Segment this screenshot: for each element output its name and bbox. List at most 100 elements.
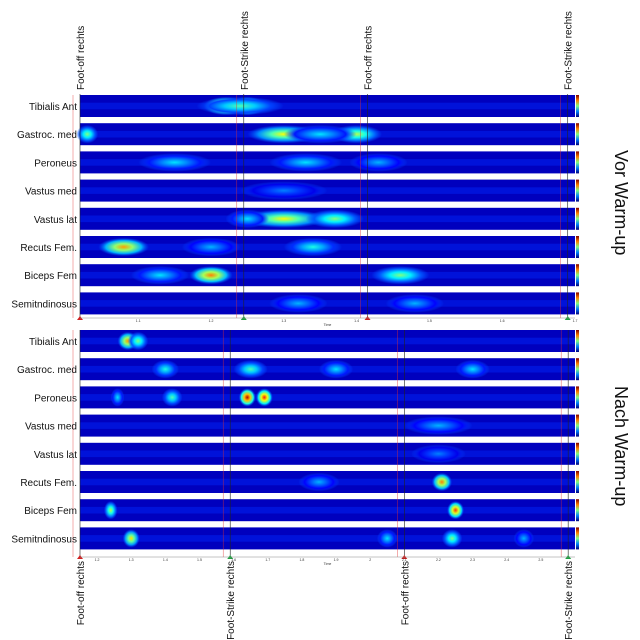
x-tick-label: 1.7: [265, 558, 270, 562]
event-label: Foot-Strike rechts: [226, 561, 237, 640]
activation-hotspot: [371, 265, 430, 285]
muscle-label: Vastus med: [25, 187, 77, 198]
group-label-bottom: Nach Warm-up: [611, 386, 631, 507]
activation-hotspot: [110, 388, 125, 407]
event-label: Foot-off rechts: [76, 561, 87, 625]
x-tick-label: 2.2: [436, 558, 441, 562]
activation-hotspot: [283, 124, 357, 144]
activation-hotspot: [240, 181, 328, 200]
muscle-label: Vastus lat: [34, 215, 77, 226]
colorbar: [576, 386, 579, 409]
activation-hotspot: [255, 388, 273, 407]
muscle-label: Biceps Fem: [24, 271, 77, 282]
activation-hotspot: [103, 500, 118, 520]
x-axis-label: Time: [324, 562, 332, 566]
muscle-label: Recuts Fem.: [20, 478, 77, 489]
x-tick-label: 1.7: [573, 319, 578, 323]
activation-hotspot: [431, 472, 453, 492]
activation-hotspot: [455, 359, 490, 379]
colorbar: [576, 414, 579, 437]
activation-hotspot: [127, 331, 149, 351]
activation-hotspot: [151, 359, 180, 379]
colorbar: [576, 207, 579, 230]
event-label: Foot-off rechts: [364, 26, 375, 90]
activation-hotspot: [161, 388, 183, 407]
event-label: Foot-Strike rechts: [564, 11, 575, 90]
x-tick-label: 2.3: [470, 558, 475, 562]
muscle-label: Biceps Fem: [24, 506, 77, 517]
activation-hotspot: [446, 500, 465, 520]
activation-hotspot: [225, 209, 270, 229]
x-tick-label: 1.5: [197, 558, 202, 562]
colorbar: [576, 499, 579, 522]
colorbar: [576, 123, 579, 146]
activation-hotspot: [349, 153, 408, 172]
event-label: Foot-off rechts: [76, 26, 87, 90]
colorbar: [576, 471, 579, 493]
activation-hotspot: [269, 294, 328, 313]
x-tick-label: 1.6: [500, 319, 505, 323]
muscle-label: Semitndinosus: [11, 534, 77, 545]
muscle-label: Peroneus: [34, 393, 77, 404]
muscle-label: Semitndinosus: [11, 299, 77, 310]
activation-hotspot: [441, 529, 463, 548]
x-tick-label: 1.8: [299, 558, 304, 562]
activation-hotspot: [181, 237, 241, 257]
muscle-label: Gastroc. med: [17, 130, 77, 141]
muscle-label: Peroneus: [34, 158, 77, 169]
activation-hotspot: [233, 359, 268, 379]
activation-hotspot: [196, 96, 284, 116]
activation-hotspot: [305, 209, 364, 229]
colorbar: [576, 358, 579, 381]
colorbar: [576, 151, 579, 174]
activation-hotspot: [130, 265, 190, 285]
x-tick-label: 1.9: [334, 558, 339, 562]
labels: Tibialis Ant Gastroc. med Peroneus Vastus m…: [11, 11, 577, 640]
x-tick-label: 1.6: [231, 558, 236, 562]
muscle-label: Vastus lat: [34, 450, 77, 461]
activation-hotspot: [122, 529, 140, 548]
muscle-label: Vastus med: [25, 422, 77, 433]
activation-hotspot: [385, 294, 444, 313]
colorbar: [576, 179, 579, 202]
activation-hotspot: [283, 237, 343, 257]
activation-hotspot: [404, 416, 473, 435]
activation-hotspot: [298, 472, 340, 492]
colorbar: [576, 236, 579, 258]
colorbar: [576, 292, 579, 315]
muscle-label: Recuts Fem.: [20, 243, 77, 254]
x-tick-label: 1.3: [129, 558, 134, 562]
x-tick-label: 2.5: [538, 558, 543, 562]
colorbar: [576, 264, 579, 287]
event-label: Foot-Strike rechts: [564, 561, 575, 640]
activation-hotspot: [76, 124, 99, 144]
x-tick-label: 1.4: [354, 319, 359, 323]
event-label: Foot-Strike rechts: [240, 11, 251, 90]
activation-hotspot: [269, 153, 343, 172]
activation-hotspot: [189, 265, 233, 285]
muscle-label: Gastroc. med: [17, 365, 77, 376]
event-lines: [72, 94, 572, 559]
colorbar: [576, 527, 579, 550]
activation-hotspot: [318, 359, 354, 379]
activation-hotspot: [138, 153, 212, 172]
x-tick-label: 1.5: [427, 319, 432, 323]
x-tick-label: 2: [369, 558, 371, 562]
group-label-top: Vor Warm-up: [611, 150, 631, 256]
heatmap-strips: [76, 95, 579, 550]
activation-hotspot: [513, 529, 535, 548]
colorbar: [576, 330, 579, 352]
activation-hotspot: [411, 444, 466, 464]
colorbar: [576, 95, 579, 117]
x-tick-label: 1.1: [136, 319, 141, 323]
activation-hotspot: [377, 529, 398, 548]
x-axis-label: Time: [324, 323, 332, 327]
activation-hotspot: [98, 237, 150, 257]
x-tick-label: 1.3: [281, 319, 286, 323]
muscle-label: Tibialis Ant: [29, 337, 77, 348]
event-label: Foot-off rechts: [400, 561, 411, 625]
x-tick-label: 2.1: [402, 558, 407, 562]
x-tick-label: 1.2: [95, 558, 100, 562]
x-tick-label: 1.4: [163, 558, 168, 562]
